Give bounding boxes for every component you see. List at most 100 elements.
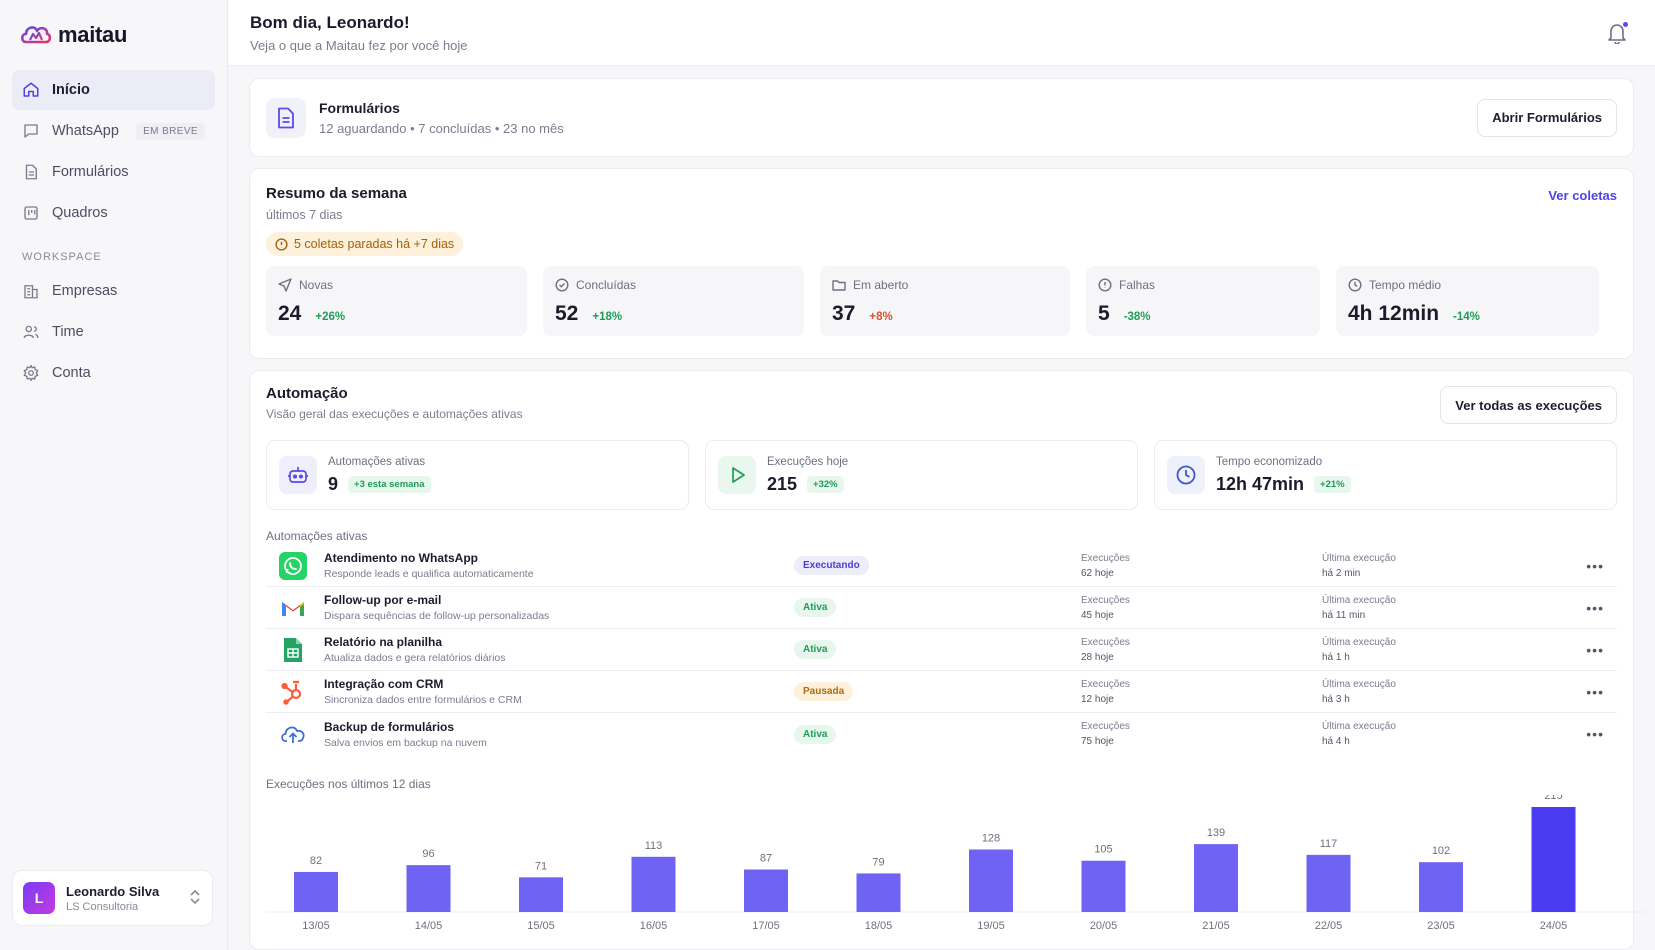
chat-icon bbox=[24, 124, 38, 138]
warning-text: 5 coletas paradas há +7 dias bbox=[294, 237, 455, 251]
list-item[interactable]: Follow-up por e-mail Dispara sequências … bbox=[266, 587, 1617, 629]
chart-bar[interactable] bbox=[1081, 860, 1126, 912]
x-tick-label: 13/05 bbox=[302, 920, 330, 932]
main-content: Bom dia, Leonardo! Veja o que a Maitau f… bbox=[228, 0, 1655, 950]
document-icon bbox=[25, 164, 37, 180]
x-tick-label: 23/05 bbox=[1427, 920, 1455, 932]
clock-icon bbox=[1348, 278, 1362, 292]
cloud-upload-icon bbox=[279, 720, 307, 748]
stat-falhas: Falhas 5 -38% bbox=[1086, 266, 1320, 336]
bar-value-label: 79 bbox=[872, 856, 884, 868]
stat-delta: -38% bbox=[1123, 311, 1151, 323]
automation-name: Follow-up por e-mail bbox=[324, 593, 442, 607]
chart-bar[interactable] bbox=[631, 856, 676, 912]
chart-bar[interactable] bbox=[1306, 854, 1351, 912]
last-execution-value: há 2 min bbox=[1322, 567, 1361, 579]
forms-summary-card: Formulários 12 aguardando • 7 concluídas… bbox=[249, 78, 1634, 157]
chart-bar[interactable] bbox=[969, 849, 1013, 912]
more-options-icon[interactable]: ••• bbox=[1586, 557, 1604, 574]
more-options-icon[interactable]: ••• bbox=[1586, 599, 1604, 616]
view-all-executions-button[interactable]: Ver todas as execuções bbox=[1440, 386, 1617, 424]
status-badge: Ativa bbox=[794, 640, 837, 659]
week-summary-card: Resumo da semana últimos 7 dias Ver cole… bbox=[249, 168, 1634, 359]
sidebar-item-label: Conta bbox=[52, 365, 91, 381]
last-execution-value: há 4 h bbox=[1322, 736, 1350, 747]
stalled-warning-badge[interactable]: 5 coletas paradas há +7 dias bbox=[266, 232, 464, 256]
chart-bar[interactable] bbox=[1531, 807, 1576, 912]
bar-value-label: 87 bbox=[760, 853, 772, 865]
automation-name: Integração com CRM bbox=[324, 677, 444, 691]
bar-value-label: 71 bbox=[535, 860, 547, 872]
chart-bar[interactable] bbox=[406, 865, 451, 912]
more-options-icon[interactable]: ••• bbox=[1586, 641, 1604, 658]
sidebar-item-whatsapp[interactable]: WhatsApp EM BREVE bbox=[12, 111, 215, 151]
stat-tempo-medio: Tempo médio 4h 12min -14% bbox=[1336, 266, 1599, 336]
list-item[interactable]: Atendimento no WhatsApp Responde leads e… bbox=[266, 545, 1617, 587]
bar-value-label: 82 bbox=[310, 855, 322, 867]
last-execution-value: há 3 h bbox=[1322, 693, 1350, 705]
last-execution-value: há 1 h bbox=[1322, 651, 1350, 663]
user-switcher[interactable]: L Leonardo Silva LS Consultoria bbox=[12, 870, 213, 926]
forms-subtitle: 12 aguardando • 7 concluídas • 23 no mês bbox=[319, 120, 564, 136]
status-badge: Ativa bbox=[794, 724, 837, 744]
automation-name: Relatório na planilha bbox=[324, 635, 443, 649]
chart-bar[interactable] bbox=[856, 873, 901, 912]
list-item[interactable]: Relatório na planilha Atualiza dados e g… bbox=[266, 629, 1617, 671]
x-tick-label: 22/05 bbox=[1315, 920, 1343, 932]
folder-icon bbox=[832, 280, 846, 291]
chart-bar[interactable] bbox=[1194, 844, 1238, 912]
chart-bar[interactable] bbox=[294, 871, 338, 912]
kpi-icon-box bbox=[1167, 456, 1205, 494]
last-execution-label: Última execução bbox=[1322, 636, 1396, 648]
automation-list: Atendimento no WhatsApp Responde leads e… bbox=[266, 545, 1617, 755]
chart-title: Execuções nos últimos 12 dias bbox=[266, 777, 431, 791]
bar-value-label: 113 bbox=[645, 840, 663, 852]
sidebar-item-formularios[interactable]: Formulários bbox=[12, 152, 215, 192]
sheets-icon bbox=[279, 636, 307, 664]
x-tick-label: 20/05 bbox=[1090, 920, 1118, 932]
kpi-badge: +32% bbox=[807, 475, 844, 493]
executions-label: Execuções bbox=[1081, 636, 1130, 648]
chart-bar[interactable] bbox=[1419, 862, 1463, 912]
automation-title: Automação bbox=[266, 385, 348, 402]
list-item[interactable]: Integração com CRM Sincroniza dados entr… bbox=[266, 671, 1617, 713]
open-forms-button[interactable]: Abrir Formulários bbox=[1477, 98, 1617, 137]
x-tick-label: 24/05 bbox=[1540, 920, 1568, 932]
stat-label: Novas bbox=[299, 278, 334, 292]
list-item[interactable]: Backup de formulários Salva envios em ba… bbox=[266, 713, 1617, 755]
view-collections-link[interactable]: Ver coletas bbox=[1548, 188, 1617, 203]
stat-delta: +18% bbox=[592, 311, 623, 323]
send-icon bbox=[278, 278, 292, 292]
executions-label: Execuções bbox=[1081, 594, 1130, 606]
sidebar-item-empresas[interactable]: Empresas bbox=[12, 271, 215, 311]
more-options-icon[interactable]: ••• bbox=[1586, 683, 1604, 700]
avatar: L bbox=[23, 882, 55, 914]
notifications-button[interactable] bbox=[1607, 21, 1629, 45]
sidebar-item-conta[interactable]: Conta bbox=[12, 353, 215, 393]
last-execution-label: Última execução bbox=[1322, 721, 1396, 732]
bar-value-label: 139 bbox=[1207, 827, 1225, 839]
sidebar-item-inicio[interactable]: Início bbox=[12, 70, 215, 110]
sidebar-item-quadros[interactable]: Quadros bbox=[12, 193, 215, 233]
automation-card: Automação Visão geral das execuções e au… bbox=[249, 370, 1646, 950]
chart-bar[interactable] bbox=[519, 877, 563, 912]
clock-icon bbox=[1176, 465, 1196, 485]
chart-bar[interactable] bbox=[744, 869, 788, 912]
automation-description: Sincroniza dados entre formulários e CRM bbox=[324, 694, 522, 706]
stat-em-aberto: Em aberto 37 +8% bbox=[820, 266, 1070, 336]
board-icon bbox=[24, 206, 38, 220]
page-title: Bom dia, Leonardo! bbox=[250, 13, 410, 32]
user-name: Leonardo Silva bbox=[66, 883, 160, 899]
page-header: Bom dia, Leonardo! Veja o que a Maitau f… bbox=[228, 0, 1655, 66]
stats-row: Novas 24 +26% Concluídas 52 bbox=[266, 266, 1617, 336]
sidebar-item-time[interactable]: Time bbox=[12, 312, 215, 352]
executions-value: 62 hoje bbox=[1081, 567, 1114, 579]
automation-description: Atualiza dados e gera relatórios diários bbox=[324, 652, 506, 664]
logo[interactable]: maitau bbox=[12, 0, 215, 70]
stat-delta: +8% bbox=[869, 311, 893, 323]
executions-bar-chart: 82 13/05 96 14/05 71 15/05 113 16/05 87 17/05 79 18… bbox=[266, 795, 1646, 932]
more-options-icon[interactable]: ••• bbox=[1586, 726, 1604, 742]
automation-description: Salva envios em backup na nuvem bbox=[324, 736, 487, 749]
last-execution-value: há 11 min bbox=[1322, 609, 1366, 621]
maitau-logo-icon bbox=[20, 22, 52, 49]
